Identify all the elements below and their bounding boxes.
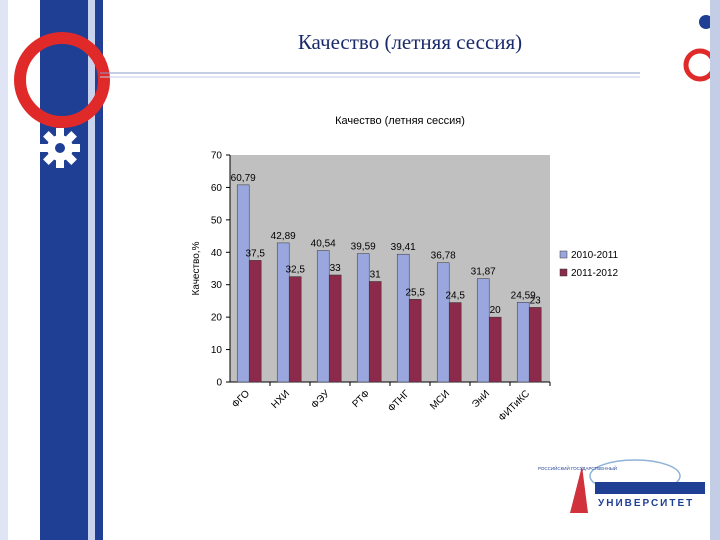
university-logo: РОССИЙСКИЙ ГОСУДАРСТВЕННЫЙ УНИВЕРСИТЕТ [538, 459, 705, 513]
bar-data-label: 36,78 [431, 251, 456, 262]
bar-1 [316, 250, 330, 383]
x-axis-ticks: ФГО НХИ ФЭУ РТФ ФТНГ МСИ ЭнИ ФИТиКС [230, 382, 551, 424]
slide-title: Качество (летняя сессия) [297, 30, 523, 54]
bar-data-label: 60,79 [231, 173, 256, 184]
x-tick-label: МСИ [428, 388, 452, 412]
bar-data-label: 23 [530, 295, 542, 306]
bar-data-label: 24,5 [445, 291, 465, 302]
bar-1 [236, 184, 250, 383]
legend-label: 2010-2011 [571, 250, 619, 261]
legend-label: 2011-2012 [571, 268, 619, 279]
y-tick-label: 30 [211, 280, 223, 291]
bar-data-label: 39,41 [391, 242, 416, 253]
bar-data-label: 32,5 [285, 265, 305, 276]
sidebar-stripe-thin [95, 0, 103, 540]
right-dot-icon [699, 15, 713, 29]
sidebar-stripe [40, 0, 88, 540]
legend: 2010-2011 2011-2012 [559, 250, 619, 279]
bar-2 [528, 307, 542, 383]
x-tick-label: ФТНГ [386, 388, 412, 414]
bar-data-label: 24,59 [511, 290, 536, 301]
bar-2 [288, 276, 302, 383]
bar-data-label: 33 [330, 263, 342, 274]
bar-data-label: 25,5 [405, 287, 425, 298]
bar-1 [476, 278, 490, 383]
bar-2 [328, 274, 342, 383]
y-axis-label: Качество,% [191, 241, 202, 295]
logo-top-text: РОССИЙСКИЙ ГОСУДАРСТВЕННЫЙ [538, 464, 617, 471]
logo-main-text: УНИВЕРСИТЕТ [598, 498, 694, 509]
bar-data-label: 42,89 [271, 231, 296, 242]
bar-1 [396, 253, 410, 383]
y-tick-label: 0 [216, 378, 222, 389]
bar-chart: Качество (летняя сессия) Качество,% 0 10 2… [185, 100, 625, 440]
x-tick-label: ФИТиКС [497, 388, 532, 423]
bar-2 [488, 316, 502, 383]
gear-hole [55, 143, 65, 153]
bar-2 [408, 299, 422, 383]
bar-data-label: 31 [370, 269, 382, 280]
right-stripe [710, 0, 720, 540]
bars: 60,79 42,89 40,54 39,59 39,41 36,78 31,87 24,59… [231, 173, 542, 383]
y-tick-label: 10 [211, 345, 223, 356]
x-tick-label: ЭнИ [470, 388, 492, 410]
rocket-icon [570, 466, 588, 513]
y-tick-label: 50 [211, 215, 223, 226]
x-tick-label: ФГО [230, 388, 252, 410]
bar-2 [248, 260, 262, 383]
sidebar-stripe-light [88, 0, 95, 540]
x-tick-label: ФЭУ [309, 388, 332, 411]
bar-1 [356, 253, 370, 383]
chart-title: Качество (летняя сессия) [335, 115, 465, 127]
legend-swatch [559, 268, 568, 277]
legend-swatch [559, 250, 568, 259]
x-tick-label: НХИ [269, 388, 292, 411]
bar-1 [436, 262, 450, 383]
bar-data-label: 39,59 [351, 242, 376, 253]
bar-data-label: 40,54 [311, 239, 336, 250]
y-tick-label: 60 [211, 183, 223, 194]
bar-2 [448, 302, 462, 383]
x-tick-label: РТФ [350, 388, 372, 410]
right-ring-icon [683, 48, 717, 82]
sidebar-stripe-left [0, 0, 8, 540]
ring-icon [14, 32, 110, 128]
bar-data-label: 31,87 [471, 267, 496, 278]
bar-2 [368, 281, 382, 383]
y-tick-label: 20 [211, 313, 223, 324]
bar-data-label: 37,5 [245, 248, 265, 259]
bar-data-label: 20 [490, 305, 502, 316]
logo-band [595, 482, 705, 494]
y-tick-label: 40 [211, 248, 223, 259]
y-tick-label: 70 [211, 151, 223, 162]
bar-1 [516, 302, 530, 383]
